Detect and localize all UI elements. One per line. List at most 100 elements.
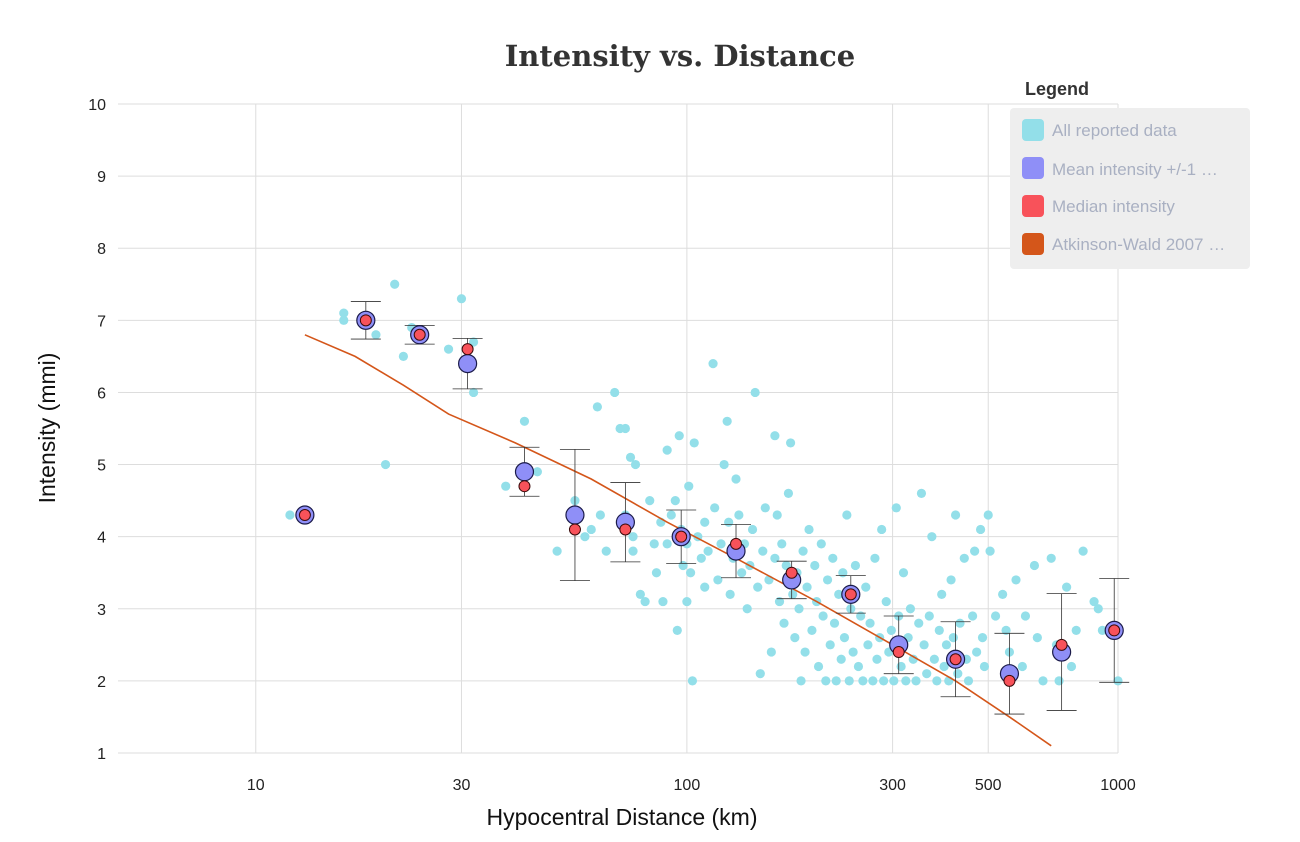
- reported-data-point: [519, 416, 530, 426]
- reported-data-point: [1054, 676, 1064, 686]
- median-intensity-point: [568, 523, 581, 536]
- median-intensity-point: [785, 566, 798, 579]
- reported-data-point: [863, 640, 873, 650]
- reported-data-point: [1011, 575, 1021, 585]
- legend: Legend All reported data Mean intensity …: [1010, 79, 1250, 269]
- reported-data-point: [552, 546, 562, 556]
- reported-data-point: [1078, 546, 1088, 556]
- plot-area: [285, 279, 1130, 747]
- legend-entry-median[interactable]: Median intensity: [1022, 195, 1175, 217]
- reported-data-point: [813, 661, 824, 672]
- reported-data-point: [927, 532, 937, 542]
- reported-data-point: [953, 669, 963, 679]
- reported-data-point: [713, 575, 723, 585]
- reported-data-point: [842, 510, 852, 520]
- legend-swatch-median: [1022, 195, 1044, 217]
- reported-data-point: [678, 560, 688, 571]
- reported-data-point: [929, 654, 939, 664]
- reported-data-point: [532, 467, 542, 477]
- reported-data-point: [750, 387, 760, 398]
- reported-data-point: [760, 503, 770, 513]
- reported-data-point: [758, 546, 768, 556]
- y-tick-label: 8: [97, 241, 106, 258]
- reported-data-point: [586, 524, 596, 535]
- reported-data-point: [662, 445, 672, 455]
- reported-data-point: [914, 618, 924, 628]
- reported-data-point: [919, 640, 929, 650]
- reported-data-point: [901, 676, 911, 686]
- reported-data-point: [896, 661, 906, 672]
- reported-data-point: [810, 560, 820, 571]
- legend-entry-atkinson-wald[interactable]: Atkinson-Wald 2007 …: [1022, 233, 1225, 255]
- reported-data-point: [580, 532, 590, 542]
- y-tick-label: 10: [88, 97, 106, 114]
- reported-data-point: [948, 633, 958, 643]
- reported-data-point: [959, 553, 969, 563]
- reported-data-point: [285, 510, 295, 520]
- reported-data-point: [844, 676, 854, 686]
- legend-entry-mean[interactable]: Mean intensity +/-1 …: [1022, 157, 1218, 179]
- reported-data-point: [645, 496, 655, 506]
- legend-box: [1010, 108, 1250, 269]
- reported-data-point: [1020, 611, 1031, 621]
- reported-data-point: [1113, 676, 1123, 686]
- reported-data-point: [972, 647, 982, 657]
- mean-intensity-point: [458, 354, 478, 374]
- reported-data-point: [1089, 596, 1099, 607]
- reported-data-point: [710, 503, 720, 513]
- reported-data-point: [822, 575, 833, 585]
- reported-data-point: [905, 604, 916, 614]
- reported-data-point: [783, 488, 794, 498]
- reported-data-point: [696, 553, 706, 563]
- reported-data-point: [628, 546, 638, 556]
- reported-data-point: [1046, 553, 1056, 563]
- reported-data-point: [742, 604, 752, 614]
- median-intensity-point: [1108, 624, 1121, 637]
- mean-intensity-point: [565, 505, 585, 525]
- reported-data-point: [881, 596, 891, 607]
- reported-data-point: [682, 596, 692, 607]
- reported-data-point: [1066, 661, 1077, 672]
- reported-data-point: [772, 510, 782, 520]
- reported-data-point: [468, 387, 479, 398]
- reported-data-point: [939, 661, 949, 672]
- median-intensity-point: [675, 530, 688, 543]
- median-intensity-point: [730, 537, 743, 550]
- reported-data-point: [850, 560, 861, 571]
- reported-data-point: [955, 618, 965, 628]
- reported-data-point: [753, 582, 763, 592]
- reported-data-point: [998, 589, 1008, 599]
- x-tick-label: 100: [674, 777, 701, 794]
- reported-data-point: [861, 582, 871, 592]
- reported-data-point: [839, 633, 850, 643]
- reported-data-point: [670, 496, 680, 506]
- reported-data-point: [802, 582, 812, 592]
- median-intensity-point: [461, 343, 474, 356]
- reported-data-point: [970, 546, 980, 556]
- reported-data-point: [672, 625, 682, 636]
- y-tick-label: 2: [97, 674, 106, 691]
- reported-data-point: [719, 459, 729, 470]
- y-tick-label: 1: [97, 746, 106, 763]
- reported-data-point: [339, 315, 349, 325]
- reported-data-point: [722, 416, 732, 426]
- reported-data-point: [963, 676, 974, 686]
- reported-data-point: [829, 618, 840, 628]
- legend-swatch-atkinson-wald: [1022, 233, 1044, 255]
- axis-ticks: 1 2 3 4 5 6 7 8 9 10 10 30 100 300 500 1000: [88, 97, 1136, 794]
- reported-data-point: [865, 618, 875, 628]
- legend-entry-all-data[interactable]: All reported data: [1022, 119, 1177, 141]
- y-tick-label: 7: [97, 313, 106, 330]
- reported-data-point: [708, 359, 718, 369]
- reported-data-point: [674, 431, 684, 441]
- reported-data-point: [737, 568, 747, 578]
- legend-swatch-mean: [1022, 157, 1044, 179]
- chart-title: Intensity vs. Distance: [505, 39, 856, 73]
- reported-data-point: [828, 553, 838, 563]
- reported-data-point: [807, 625, 817, 636]
- reported-data-point: [770, 553, 780, 563]
- reported-data-point: [620, 423, 630, 434]
- reported-data-point: [468, 337, 479, 347]
- reported-data-point: [779, 618, 789, 628]
